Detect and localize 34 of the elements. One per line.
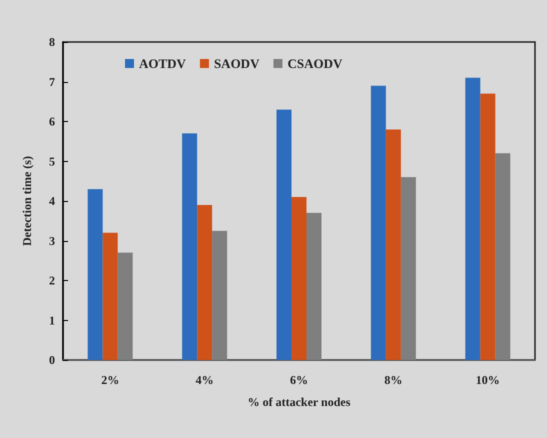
x-tick-label: 4% — [196, 373, 214, 387]
bar — [197, 204, 212, 360]
x-tick-label: 6% — [290, 373, 308, 387]
bar — [480, 94, 496, 360]
y-tick-label: 6 — [49, 114, 55, 128]
bar — [370, 86, 386, 360]
bar — [292, 197, 306, 360]
y-tick-label: 0 — [49, 353, 55, 367]
bar — [400, 177, 416, 360]
bar — [386, 129, 401, 360]
x-tick-label: 2% — [101, 373, 120, 387]
bar — [306, 212, 322, 360]
y-tick-label: 2 — [49, 274, 55, 288]
bar — [276, 110, 292, 360]
y-tick-label: 3 — [49, 234, 55, 248]
bar — [495, 153, 510, 360]
y-tick-label: 1 — [49, 313, 55, 328]
y-axis-title: Detection time (s) — [20, 156, 34, 246]
legend-label: CSAODV — [287, 56, 343, 71]
bar — [102, 232, 118, 360]
bar — [182, 133, 198, 360]
bar — [465, 78, 480, 360]
bar — [212, 230, 228, 360]
y-tick-label: 8 — [49, 35, 55, 49]
bar — [118, 252, 133, 360]
bar — [88, 189, 103, 360]
legend-label: SAODV — [214, 56, 260, 71]
y-tick-label: 5 — [49, 154, 55, 168]
y-tick-label: 7 — [49, 74, 55, 89]
x-tick-label: 10% — [476, 373, 500, 387]
x-axis-title: % of attacker nodes — [248, 395, 351, 409]
y-tick-label: 4 — [49, 194, 55, 208]
x-tick-label: 8% — [384, 373, 402, 387]
legend-label: AOTDV — [139, 56, 187, 71]
